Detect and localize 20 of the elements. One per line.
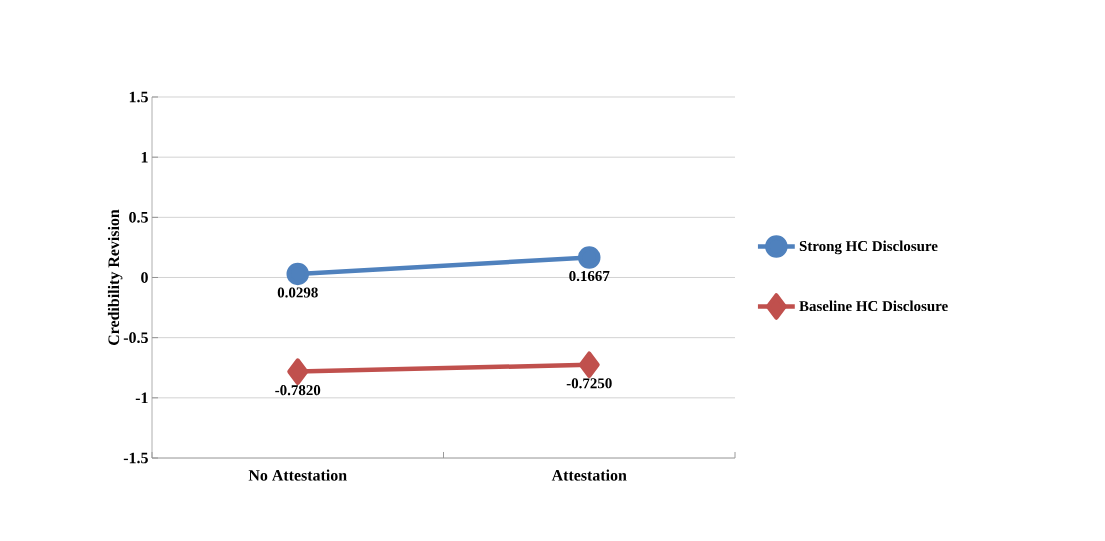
point: [578, 246, 601, 269]
y-tick-label: -1.5: [123, 452, 148, 464]
y-tick-label: 1: [141, 151, 148, 163]
x-tick-label: Attestation: [551, 469, 627, 481]
y-tick-label: 1.5: [129, 91, 148, 103]
data-label: 0.1667: [569, 270, 610, 282]
data-label: 0.0298: [277, 287, 318, 298]
y-axis-title: Credibility Revision: [107, 209, 123, 345]
point: [287, 358, 309, 385]
data-label: -0.7820: [275, 385, 321, 396]
data-label: -0.7250: [566, 378, 612, 389]
point: [286, 262, 309, 286]
y-tick-label: 0: [141, 272, 148, 283]
x-tick-label: No Attestation: [248, 469, 347, 481]
point: [578, 351, 600, 378]
legend-label: Baseline HC Disclosure: [799, 300, 948, 312]
legend-label: Strong HC Disclosure: [799, 240, 938, 255]
y-tick-label: 0.5: [129, 211, 148, 223]
y-tick-label: -0.5: [123, 332, 148, 344]
y-tick-label: -1: [135, 392, 148, 404]
